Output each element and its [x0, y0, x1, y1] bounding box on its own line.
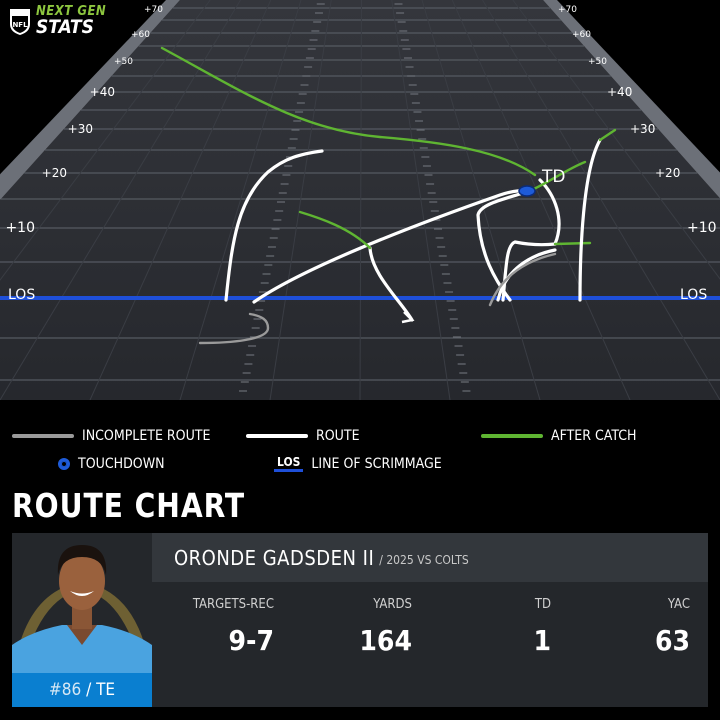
incomplete-route	[198, 312, 270, 345]
incomplete-route	[488, 252, 557, 307]
yard-tick-label: +20	[42, 166, 67, 180]
player-card: #86 / TE ORONDE GADSDEN II / 2025 VS COL…	[12, 533, 708, 707]
stat-value: 1	[533, 624, 551, 657]
yard-tick-label: LOS	[680, 287, 707, 303]
nfl-shield-icon: NFL	[10, 9, 30, 35]
field-column-line	[482, 0, 720, 400]
svg-text:NFL: NFL	[12, 21, 28, 29]
after-catch-swatch	[481, 434, 543, 438]
after-catch	[160, 46, 537, 177]
field-column-line	[391, 0, 451, 400]
route	[578, 138, 602, 302]
yard-tick-labels: +70 +70 +60 +60 +50 +50 +40 +40 +30 +30 +20 +20 +10 +…	[5, 5, 716, 303]
brand-line1: NEXT GEN	[36, 4, 107, 19]
stat-label: YARDS	[373, 597, 412, 612]
player-photo: #86 / TE	[12, 533, 152, 707]
legend-after-catch: AFTER CATCH	[481, 428, 636, 444]
route	[368, 246, 414, 322]
stat-label: YAC	[667, 597, 690, 612]
yard-tick-label: +60	[572, 30, 591, 40]
legend-label: LINE OF SCRIMMAGE	[311, 456, 442, 472]
yard-tick-label: +10	[5, 220, 35, 236]
touchdown-label: TD	[541, 167, 565, 187]
yard-tick-label: +40	[90, 85, 115, 99]
position: / TE	[86, 680, 116, 700]
touchdown-icon	[58, 458, 70, 470]
los-badge: LOS	[274, 456, 304, 472]
legend-incomplete: INCOMPLETE ROUTE	[12, 428, 210, 444]
player-header: ORONDE GADSDEN II / 2025 VS COLTS	[152, 533, 708, 582]
field-column-line	[89, 0, 272, 400]
after-catch	[598, 128, 617, 142]
stat-label: TARGETS-REC	[192, 597, 274, 612]
yard-lines	[0, 0, 720, 400]
yard-tick-label: LOS	[8, 287, 35, 303]
legend-label: AFTER CATCH	[551, 428, 637, 444]
yard-tick-label: +10	[687, 220, 717, 236]
route-field: +70 +70 +60 +60 +50 +50 +40 +40 +30 +30 +20 +20 +10 +…	[0, 0, 720, 400]
chart-title: ROUTE CHART	[12, 486, 246, 525]
field-column-line	[0, 0, 211, 281]
field-column-line	[512, 0, 720, 280]
yard-tick-label: +20	[655, 166, 680, 180]
jersey-number: #86	[48, 680, 82, 700]
route-arrow	[401, 311, 415, 324]
yard-tick-label: +30	[630, 122, 655, 136]
stat-td: TD 1	[533, 597, 551, 657]
player-name: ORONDE GADSDEN II	[174, 545, 375, 570]
game-context: / 2025 VS COLTS	[379, 552, 469, 567]
route	[496, 248, 557, 302]
next-gen-stats-logo: NFL NEXT GEN STATS	[8, 4, 107, 38]
stat-yac: YAC 63	[655, 597, 690, 657]
route-swatch	[246, 434, 308, 438]
incomplete-swatch	[12, 434, 74, 438]
field-column-line	[269, 0, 332, 400]
legend-los: LOS LINE OF SCRIMMAGE	[274, 456, 442, 472]
stat-label: TD	[534, 597, 551, 612]
route	[224, 149, 324, 302]
jersey-position: #86 / TE	[12, 673, 152, 707]
after-catch	[298, 210, 372, 250]
yard-tick-label: +40	[607, 85, 632, 99]
right-sideline	[543, 0, 720, 199]
legend-touchdown: TOUCHDOWN	[58, 456, 165, 472]
brand-line2: STATS	[36, 16, 94, 38]
stat-value: 9-7	[228, 624, 274, 657]
routes	[160, 46, 617, 345]
legend-route: ROUTE	[246, 428, 360, 444]
stat-yards: YARDS 164	[359, 597, 412, 657]
field-column-line	[179, 0, 302, 400]
legend-label: INCOMPLETE ROUTE	[82, 428, 211, 444]
route	[501, 178, 561, 302]
yard-tick-label: +70	[144, 5, 163, 15]
player-headshot-image	[12, 545, 152, 673]
stat-value: 63	[654, 624, 690, 657]
yard-tick-label: +50	[588, 57, 607, 67]
yard-tick-label: +50	[114, 57, 133, 67]
yard-tick-label: +30	[68, 122, 93, 136]
yard-tick-label: +60	[131, 30, 150, 40]
after-catch	[553, 241, 592, 246]
field-column-line	[359, 0, 362, 400]
field-column-line	[421, 0, 541, 400]
stat-value: 164	[359, 624, 412, 657]
field-column-line	[0, 0, 241, 400]
field-column-line	[451, 0, 631, 400]
stat-targets-rec: TARGETS-REC 9-7	[193, 597, 274, 657]
yard-tick-label: +70	[558, 5, 577, 15]
touchdown-marker	[518, 185, 536, 197]
legend-label: TOUCHDOWN	[78, 456, 165, 472]
route	[476, 192, 522, 302]
legend-label: ROUTE	[316, 428, 360, 444]
